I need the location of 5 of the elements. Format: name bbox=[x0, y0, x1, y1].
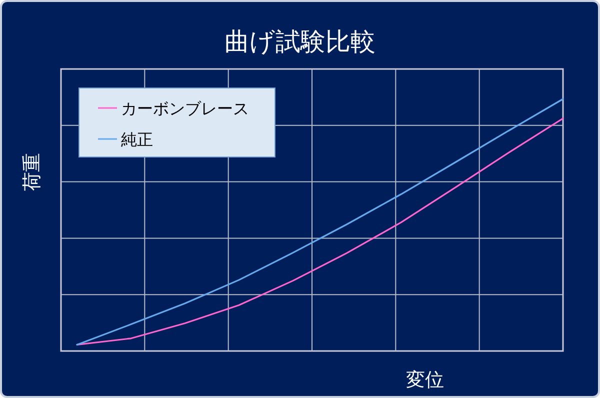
legend-label: カーボンブレース bbox=[121, 99, 249, 118]
chart-title: 曲げ試験比較 bbox=[224, 27, 376, 56]
legend-label: 純正 bbox=[121, 130, 153, 149]
x-axis-title: 変位 bbox=[406, 369, 444, 391]
y-axis-title: 荷重 bbox=[21, 153, 43, 191]
